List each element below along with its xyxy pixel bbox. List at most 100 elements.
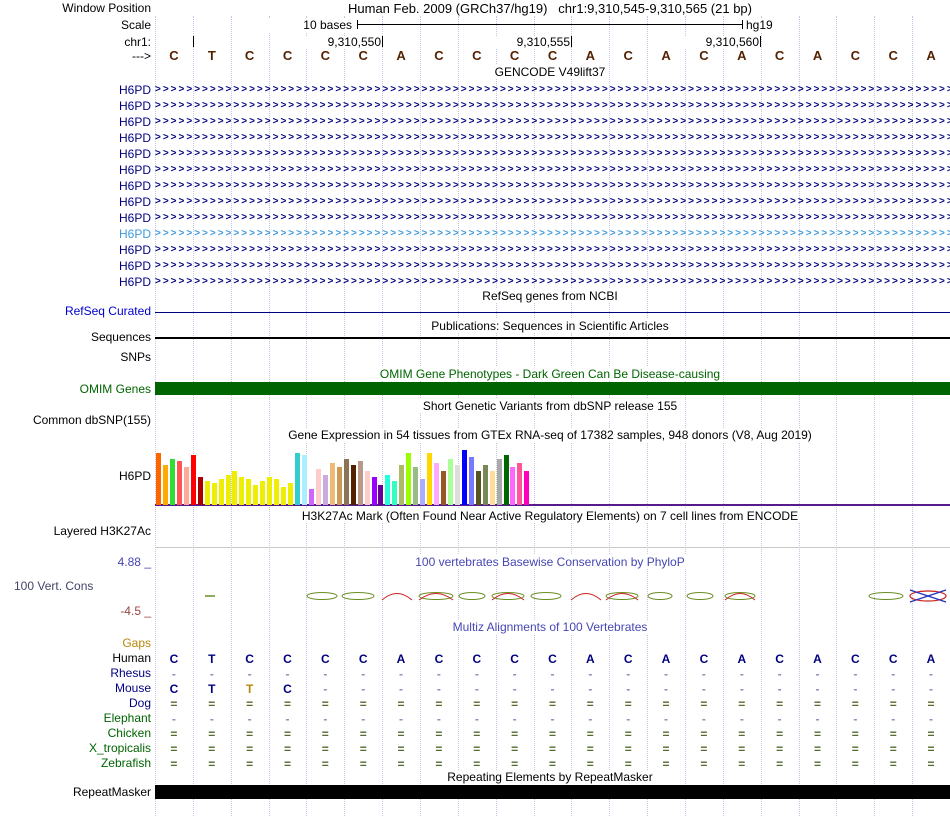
gtex-expression-bar[interactable] xyxy=(239,477,245,505)
gencode-gene-label[interactable]: H6PD xyxy=(118,99,151,113)
multiz-species-label[interactable]: Dog xyxy=(128,696,151,710)
gencode-gene-label[interactable]: H6PD xyxy=(118,115,151,129)
gtex-expression-bar[interactable] xyxy=(204,481,210,505)
gtex-expression-bar[interactable] xyxy=(156,453,161,505)
gtex-expression-bar[interactable] xyxy=(246,479,252,505)
gtex-expression-bar[interactable] xyxy=(315,469,321,505)
gtex-expression-bar[interactable] xyxy=(468,457,474,505)
gencode-gene-label[interactable]: H6PD xyxy=(118,243,151,257)
gtex-expression-bar[interactable] xyxy=(447,459,453,505)
gtex-expression-bar[interactable] xyxy=(364,471,370,505)
gencode-gene-item[interactable]: >>>>>>>>>>>>>>>>>>>>>>>>>>>>>>>>>>>>>>>>… xyxy=(155,276,950,287)
gtex-expression-bar[interactable] xyxy=(489,471,495,505)
snps-label[interactable]: SNPs xyxy=(120,350,151,364)
gtex-expression-bar[interactable] xyxy=(461,450,467,505)
gencode-gene-label[interactable]: H6PD xyxy=(118,163,151,177)
gtex-expression-bar[interactable] xyxy=(420,479,426,505)
gencode-gene-label[interactable]: H6PD xyxy=(118,259,151,273)
multiz-species-label[interactable]: Elephant xyxy=(103,711,151,725)
gtex-expression-bar[interactable] xyxy=(329,463,335,505)
gtex-expression-bar[interactable] xyxy=(302,455,307,505)
gtex-expression-bar[interactable] xyxy=(295,453,300,505)
gtex-expression-bar[interactable] xyxy=(392,481,398,505)
gtex-expression-bar[interactable] xyxy=(454,465,460,505)
gtex-expression-bar[interactable] xyxy=(427,453,433,505)
gtex-expression-bar[interactable] xyxy=(322,475,328,505)
gencode-gene-item[interactable]: >>>>>>>>>>>>>>>>>>>>>>>>>>>>>>>>>>>>>>>>… xyxy=(155,212,950,223)
gencode-gene-item[interactable]: >>>>>>>>>>>>>>>>>>>>>>>>>>>>>>>>>>>>>>>>… xyxy=(155,132,950,143)
gtex-expression-bar[interactable] xyxy=(176,461,182,505)
gtex-expression-bar[interactable] xyxy=(274,479,280,505)
gencode-gene-item[interactable]: >>>>>>>>>>>>>>>>>>>>>>>>>>>>>>>>>>>>>>>>… xyxy=(155,84,950,95)
layered-h3k27ac-label[interactable]: Layered H3K27Ac xyxy=(53,524,151,538)
repeatmasker-label[interactable]: RepeatMasker xyxy=(72,785,151,799)
gencode-gene-label[interactable]: H6PD xyxy=(118,211,151,225)
gtex-expression-bar[interactable] xyxy=(211,483,217,505)
multiz-species-label[interactable]: Chicken xyxy=(107,726,151,740)
gtex-expression-bar[interactable] xyxy=(162,465,168,505)
gencode-gene-item[interactable]: >>>>>>>>>>>>>>>>>>>>>>>>>>>>>>>>>>>>>>>>… xyxy=(155,228,950,239)
gencode-gene-label[interactable]: H6PD xyxy=(118,83,151,97)
gtex-expression-bar[interactable] xyxy=(378,485,384,505)
gtex-expression-bar[interactable] xyxy=(510,467,516,505)
gtex-expression-bar[interactable] xyxy=(434,463,439,505)
gencode-gene-item[interactable]: >>>>>>>>>>>>>>>>>>>>>>>>>>>>>>>>>>>>>>>>… xyxy=(155,196,950,207)
gencode-gene-item[interactable]: >>>>>>>>>>>>>>>>>>>>>>>>>>>>>>>>>>>>>>>>… xyxy=(155,260,950,271)
sequences-label[interactable]: Sequences xyxy=(90,330,151,344)
gtex-expression-bar[interactable] xyxy=(260,481,266,505)
multiz-species-label[interactable]: Mouse xyxy=(114,681,151,695)
multiz-species-label[interactable]: Human xyxy=(112,651,151,665)
gtex-expression-bar[interactable] xyxy=(496,459,502,505)
gtex-expression-bar[interactable] xyxy=(482,465,488,505)
common-dbsnp-label[interactable]: Common dbSNP(155) xyxy=(32,413,151,427)
gtex-expression-bar[interactable] xyxy=(475,471,481,505)
gtex-expression-bar[interactable] xyxy=(253,485,259,505)
gtex-expression-bar[interactable] xyxy=(399,465,405,505)
gtex-expression-bar[interactable] xyxy=(350,465,356,505)
gencode-gene-item[interactable]: >>>>>>>>>>>>>>>>>>>>>>>>>>>>>>>>>>>>>>>>… xyxy=(155,116,950,127)
gencode-gene-item[interactable]: >>>>>>>>>>>>>>>>>>>>>>>>>>>>>>>>>>>>>>>>… xyxy=(155,148,950,159)
gtex-expression-bar[interactable] xyxy=(183,467,189,505)
gtex-expression-bar[interactable] xyxy=(225,475,231,505)
gtex-expression-bar[interactable] xyxy=(357,461,363,505)
refseq-curated-label[interactable]: RefSeq Curated xyxy=(64,304,151,318)
gencode-gene-item[interactable]: >>>>>>>>>>>>>>>>>>>>>>>>>>>>>>>>>>>>>>>>… xyxy=(155,180,950,191)
gencode-gene-label[interactable]: H6PD xyxy=(118,131,151,145)
gtex-expression-bar[interactable] xyxy=(406,453,412,505)
omim-genes-label[interactable]: OMIM Genes xyxy=(79,382,151,396)
gtex-expression-bar[interactable] xyxy=(343,459,349,505)
vert-cons-label[interactable]: 100 Vert. Cons xyxy=(14,579,94,593)
gencode-gene-item[interactable]: >>>>>>>>>>>>>>>>>>>>>>>>>>>>>>>>>>>>>>>>… xyxy=(155,244,950,255)
gtex-expression-bar[interactable] xyxy=(169,459,175,505)
omim-genes-bar[interactable] xyxy=(155,382,950,395)
gtex-expression-bar[interactable] xyxy=(517,463,523,505)
gtex-expression-bar[interactable] xyxy=(190,455,196,505)
gtex-expression-bar[interactable] xyxy=(197,477,203,505)
multiz-species-label[interactable]: Rhesus xyxy=(110,666,151,680)
gencode-gene-label[interactable]: H6PD xyxy=(118,147,151,161)
publications-item[interactable] xyxy=(155,337,950,339)
gencode-gene-label[interactable]: H6PD xyxy=(118,179,151,193)
gencode-gene-label[interactable]: H6PD xyxy=(118,227,151,241)
multiz-species-label[interactable]: X_tropicalis xyxy=(88,741,151,755)
h3k27ac-baseline[interactable] xyxy=(155,547,950,548)
conservation-wiggle[interactable] xyxy=(155,582,950,614)
repeatmasker-bar[interactable] xyxy=(155,785,950,799)
gtex-expression-bar[interactable] xyxy=(218,479,224,505)
gencode-gene-label[interactable]: H6PD xyxy=(118,195,151,209)
gencode-gene-item[interactable]: >>>>>>>>>>>>>>>>>>>>>>>>>>>>>>>>>>>>>>>>… xyxy=(155,100,950,111)
gtex-expression-bar[interactable] xyxy=(308,489,314,505)
gtex-expression-bar[interactable] xyxy=(413,467,419,505)
multiz-species-label[interactable]: Zebrafish xyxy=(100,756,151,770)
multiz-species-label[interactable]: Gaps xyxy=(122,636,151,650)
gencode-gene-item[interactable]: >>>>>>>>>>>>>>>>>>>>>>>>>>>>>>>>>>>>>>>>… xyxy=(155,164,950,175)
refseq-curated-item[interactable] xyxy=(155,312,950,313)
gtex-gene-label[interactable]: H6PD xyxy=(118,469,151,483)
gtex-expression-bar[interactable] xyxy=(440,471,446,505)
gtex-expression-bar[interactable] xyxy=(336,467,342,505)
gtex-expression-bar[interactable] xyxy=(281,487,287,505)
gtex-expression-bar[interactable] xyxy=(288,483,294,505)
gtex-expression-bar[interactable] xyxy=(371,477,377,505)
gtex-expression-bar[interactable] xyxy=(385,475,391,505)
gtex-expression-bar[interactable] xyxy=(267,477,273,505)
